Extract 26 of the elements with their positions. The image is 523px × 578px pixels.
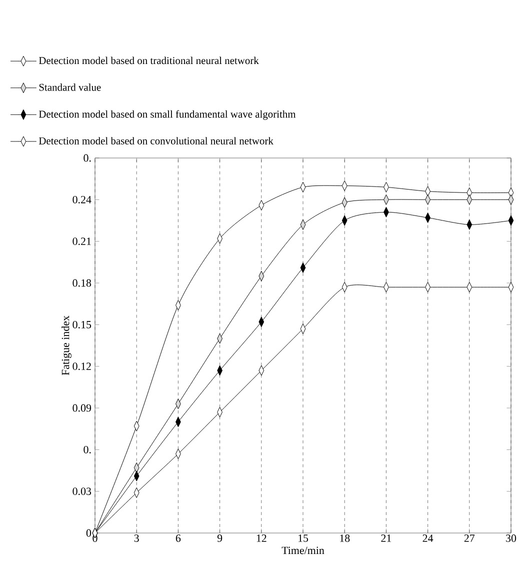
x-tick-label: 6 [176,534,181,542]
x-tick-label: 9 [217,534,222,542]
x-tick-label: 30 [506,534,516,542]
x-tick-label: 12 [256,534,266,542]
x-axis-title: Time/min [282,546,324,554]
y-tick-label: 0. [84,154,91,162]
y-tick-label: 0.03 [72,488,92,496]
legend-label: Detection model based on small fundamental wave algorithm [38,110,296,120]
x-tick-label: 15 [298,534,308,542]
y-tick-label: 0.18 [72,279,92,287]
y-tick-label: 0.24 [72,196,92,204]
x-tick-label: 18 [340,534,350,542]
x-tick-label: 24 [422,534,434,542]
y-axis-title: Fatigue index [62,316,72,376]
y-tick-label: 0.21 [72,238,91,246]
x-tick-label: 21 [381,534,392,542]
y-tick-label: 0.12 [72,362,91,370]
legend-label: Standard value [39,83,101,91]
y-tick-label: 0.15 [72,320,92,328]
legend-label: Detection model based on convolutional neural network [38,137,274,144]
x-tick-label: 3 [134,534,139,542]
y-tick-label: 0.09 [72,404,92,412]
x-tick-label: 27 [464,534,475,542]
y-tick-label: 0. [84,446,91,454]
y-tick-label: 0 [86,529,92,537]
legend-label: Detection model based on traditional neural network [38,56,259,64]
